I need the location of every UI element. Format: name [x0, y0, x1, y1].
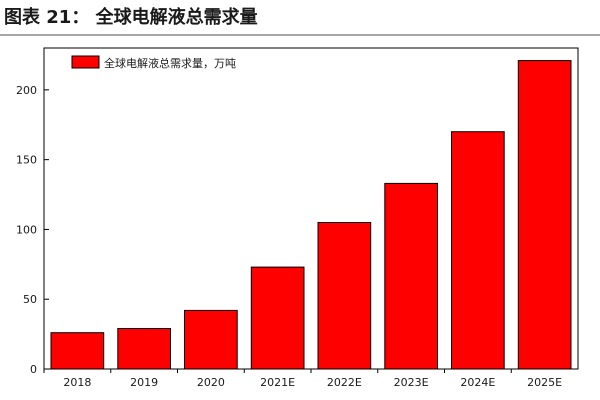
x-tick-label-2018: 2018	[63, 376, 91, 389]
y-axis-ticks: 0 50 100 150 200	[16, 84, 49, 376]
x-tick-label-2022E: 2022E	[327, 376, 362, 389]
bar-2022E	[317, 222, 372, 370]
figure-title: 图表 21： 全球电解液总需求量	[4, 7, 258, 28]
y-tick-label: 200	[16, 84, 37, 97]
bar-2024E	[451, 131, 505, 370]
legend-swatch	[71, 55, 100, 69]
bar-2023E	[384, 182, 438, 370]
x-tick-label-2023E: 2023E	[394, 376, 429, 389]
y-tick-label: 50	[23, 293, 37, 306]
y-tick-label: 100	[16, 223, 37, 236]
title-divider	[0, 34, 600, 36]
bar-2021E	[250, 266, 305, 370]
bar-chart: 0 50 100 150 200 2018 2019 2020 2021E 2022E 2023E…	[16, 47, 579, 389]
plot-frame	[43, 47, 579, 370]
bars	[50, 60, 572, 370]
x-tick-label-2025E: 2025E	[527, 376, 562, 389]
x-axis-labels: 2018 2019 2020 2021E 2022E 2023E 2024E 2025E	[43, 369, 562, 389]
x-tick-label-2024E: 2024E	[460, 376, 495, 389]
x-tick-label-2019: 2019	[130, 376, 158, 389]
bar-2025E	[517, 60, 572, 370]
legend: 全球电解液总需求量，万吨	[71, 55, 236, 70]
y-tick-label: 0	[30, 363, 37, 376]
legend-label: 全球电解液总需求量，万吨	[104, 56, 236, 70]
bar-2019	[117, 328, 172, 370]
y-tick-label: 150	[16, 154, 37, 167]
x-tick-label-2020: 2020	[197, 376, 225, 389]
bar-2018	[50, 332, 105, 370]
x-tick-label-2021E: 2021E	[260, 376, 295, 389]
bar-2020	[184, 309, 238, 370]
